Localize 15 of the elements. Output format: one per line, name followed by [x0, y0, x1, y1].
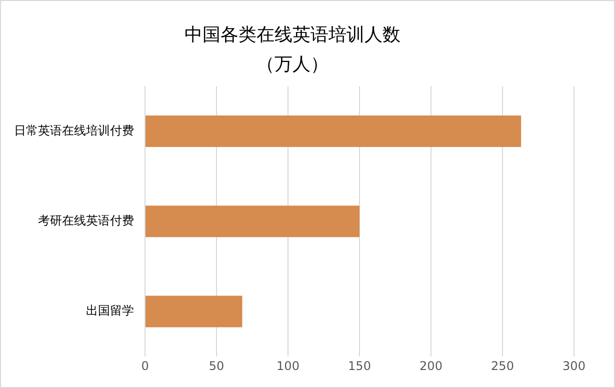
bar	[146, 206, 360, 238]
x-tick-label: 200	[420, 358, 442, 373]
y-tick-label: 出国留学	[86, 304, 134, 318]
y-tick-label: 考研在线英语付费	[38, 214, 134, 228]
chart-title: 中国各类在线英语培训人数	[184, 24, 400, 46]
y-tick-label: 日常英语在线培训付费	[14, 123, 134, 138]
x-tick-label: 250	[491, 358, 514, 373]
bar	[146, 115, 522, 148]
bar	[146, 296, 242, 328]
x-tick-label: 0	[141, 358, 149, 373]
x-tick-label: 150	[348, 358, 371, 373]
x-tick-label: 100	[276, 358, 300, 373]
chart-subtitle: （万人）	[256, 54, 328, 76]
x-tick-label: 50	[208, 358, 224, 373]
x-tick-label: 300	[562, 358, 586, 373]
